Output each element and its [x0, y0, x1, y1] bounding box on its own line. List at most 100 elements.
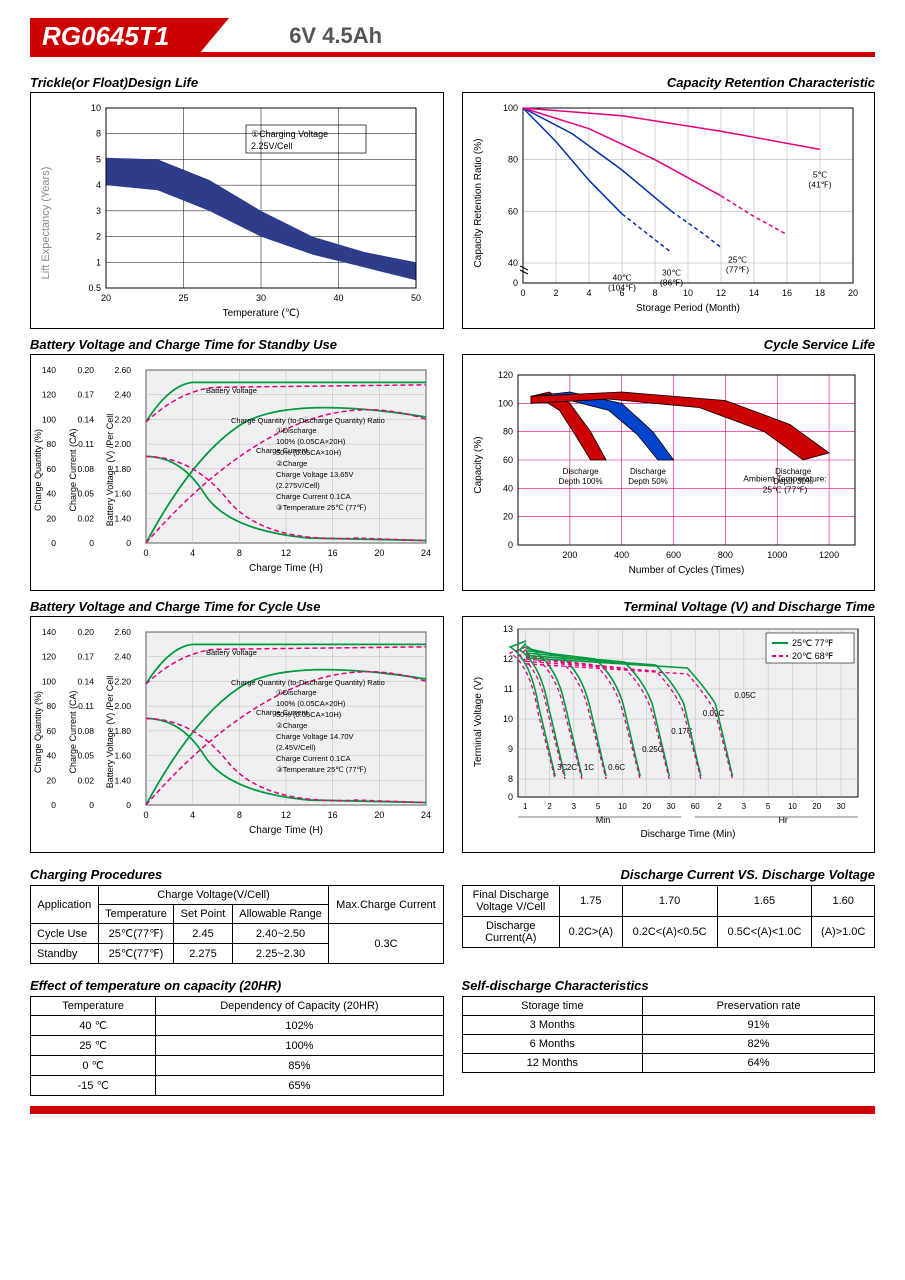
td: 1.75 — [560, 886, 623, 917]
svg-text:2.40: 2.40 — [114, 390, 131, 400]
svg-text:120: 120 — [497, 370, 512, 380]
svg-text:③Temperature 25℃ (77℉): ③Temperature 25℃ (77℉) — [276, 503, 367, 512]
chart-cyclelife: 12010080604020020040060080010001200Disch… — [463, 355, 871, 587]
svg-text:Discharge Time (Min): Discharge Time (Min) — [640, 829, 735, 840]
svg-text:1C: 1C — [583, 763, 593, 772]
svg-text:24: 24 — [421, 810, 431, 820]
svg-text:0.17: 0.17 — [77, 390, 94, 400]
td: (A)>1.0C — [812, 917, 875, 948]
td: 82% — [643, 1035, 875, 1054]
svg-text:16: 16 — [328, 548, 338, 558]
svg-text:Charge Time (H): Charge Time (H) — [249, 563, 323, 574]
svg-text:(86℉): (86℉) — [659, 278, 682, 288]
svg-text:1000: 1000 — [767, 550, 787, 560]
td: 65% — [156, 1076, 443, 1096]
svg-text:Capacity Retention Ratio (%): Capacity Retention Ratio (%) — [473, 139, 484, 268]
charging-table: Application Charge Voltage(V/Cell) Max.C… — [30, 885, 444, 964]
panel-cycleuse: Battery Voltage and Charge Time for Cycl… — [30, 599, 444, 853]
svg-text:80: 80 — [502, 427, 512, 437]
svg-text:0.17: 0.17 — [77, 652, 94, 662]
td: Discharge Current(A) — [462, 917, 560, 948]
svg-text:(41℉): (41℉) — [808, 179, 831, 189]
svg-text:60: 60 — [47, 726, 57, 736]
svg-text:Charge Current 0.1CA: Charge Current 0.1CA — [276, 492, 351, 501]
svg-text:0: 0 — [512, 278, 517, 288]
svg-text:40: 40 — [333, 293, 343, 303]
svg-text:1: 1 — [96, 257, 101, 267]
section-title: Discharge Current VS. Discharge Voltage — [462, 867, 876, 882]
td: 40 ℃ — [31, 1016, 156, 1036]
svg-text:80: 80 — [47, 439, 57, 449]
svg-text:0.20: 0.20 — [77, 627, 94, 637]
svg-text:0.25C: 0.25C — [642, 745, 664, 754]
svg-text:20℃ 68℉: 20℃ 68℉ — [792, 651, 834, 661]
svg-text:600: 600 — [666, 550, 681, 560]
svg-text:Discharge: Discharge — [562, 467, 599, 476]
panel-title: Battery Voltage and Charge Time for Cycl… — [30, 599, 444, 614]
svg-text:2.00: 2.00 — [114, 439, 131, 449]
svg-text:Hr: Hr — [778, 815, 788, 825]
svg-text:3: 3 — [741, 802, 746, 811]
panel-standby: Battery Voltage and Charge Time for Stan… — [30, 337, 444, 591]
th: Allowable Range — [232, 905, 329, 924]
td: Cycle Use — [31, 924, 99, 944]
svg-text:11: 11 — [503, 684, 512, 694]
svg-text:0: 0 — [89, 538, 94, 548]
svg-text:10: 10 — [682, 288, 692, 298]
svg-text:3: 3 — [96, 206, 101, 216]
section-title: Charging Procedures — [30, 867, 444, 882]
th: Charge Voltage(V/Cell) — [98, 886, 329, 905]
svg-text:(77℉): (77℉) — [725, 265, 748, 275]
svg-text:2: 2 — [717, 802, 722, 811]
td: 0 ℃ — [31, 1056, 156, 1076]
svg-text:5: 5 — [96, 154, 101, 164]
td: 102% — [156, 1016, 443, 1036]
svg-text:20: 20 — [374, 548, 384, 558]
td: 2.45 — [174, 924, 232, 944]
svg-text:0.05C: 0.05C — [734, 691, 756, 700]
temp-effect-section: Effect of temperature on capacity (20HR)… — [30, 974, 444, 1096]
svg-text:0: 0 — [126, 800, 131, 810]
svg-text:0.05: 0.05 — [77, 489, 94, 499]
svg-text:1.40: 1.40 — [114, 775, 131, 785]
svg-text:140: 140 — [42, 365, 56, 375]
svg-text:25℃ 77℉: 25℃ 77℉ — [792, 638, 834, 648]
svg-text:5: 5 — [595, 802, 600, 811]
discharge-vs-section: Discharge Current VS. Discharge Voltage … — [462, 863, 876, 964]
panel-title: Terminal Voltage (V) and Discharge Time — [462, 599, 876, 614]
td: 2.275 — [174, 944, 232, 964]
svg-text:2C: 2C — [566, 763, 576, 772]
svg-text:0.02: 0.02 — [77, 513, 94, 523]
td: 25 ℃ — [31, 1036, 156, 1056]
section-title: Self-discharge Characteristics — [462, 978, 876, 993]
section-title: Effect of temperature on capacity (20HR) — [30, 978, 444, 993]
td: 0.5C<(A)<1.0C — [717, 917, 812, 948]
svg-text:2.20: 2.20 — [114, 414, 131, 424]
svg-text:40: 40 — [47, 751, 57, 761]
svg-text:①Discharge: ①Discharge — [276, 426, 317, 435]
svg-text:100: 100 — [497, 398, 512, 408]
td: Standby — [31, 944, 99, 964]
svg-text:Storage Period (Month): Storage Period (Month) — [636, 303, 740, 314]
svg-text:8: 8 — [96, 129, 101, 139]
svg-text:10: 10 — [502, 714, 512, 724]
svg-text:20: 20 — [47, 775, 57, 785]
panel-retention: Capacity Retention Characteristic 100806… — [462, 75, 876, 329]
svg-text:20: 20 — [502, 512, 512, 522]
panel-title: Trickle(or Float)Design Life — [30, 75, 444, 90]
td: 1.60 — [812, 886, 875, 917]
svg-text:1: 1 — [523, 802, 528, 811]
svg-text:Battery Voltage: Battery Voltage — [206, 386, 257, 395]
svg-text:30℃: 30℃ — [661, 268, 680, 278]
svg-text:25℃: 25℃ — [727, 255, 746, 265]
svg-text:0: 0 — [507, 540, 512, 550]
svg-text:100: 100 — [42, 676, 56, 686]
th: Temperature — [31, 997, 156, 1016]
svg-text:16: 16 — [328, 810, 338, 820]
svg-text:12: 12 — [502, 654, 512, 664]
svg-text:Charge Time (H): Charge Time (H) — [249, 825, 323, 836]
svg-text:100% (0.05CA×20H): 100% (0.05CA×20H) — [276, 437, 346, 446]
th: Application — [31, 886, 99, 924]
td: 25℃(77℉) — [98, 924, 174, 944]
svg-text:Number of Cycles (Times): Number of Cycles (Times) — [628, 565, 744, 576]
